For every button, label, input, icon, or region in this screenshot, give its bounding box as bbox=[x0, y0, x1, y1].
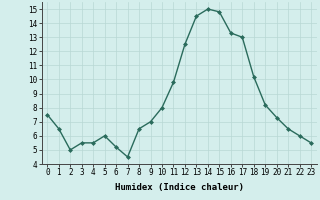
X-axis label: Humidex (Indice chaleur): Humidex (Indice chaleur) bbox=[115, 183, 244, 192]
